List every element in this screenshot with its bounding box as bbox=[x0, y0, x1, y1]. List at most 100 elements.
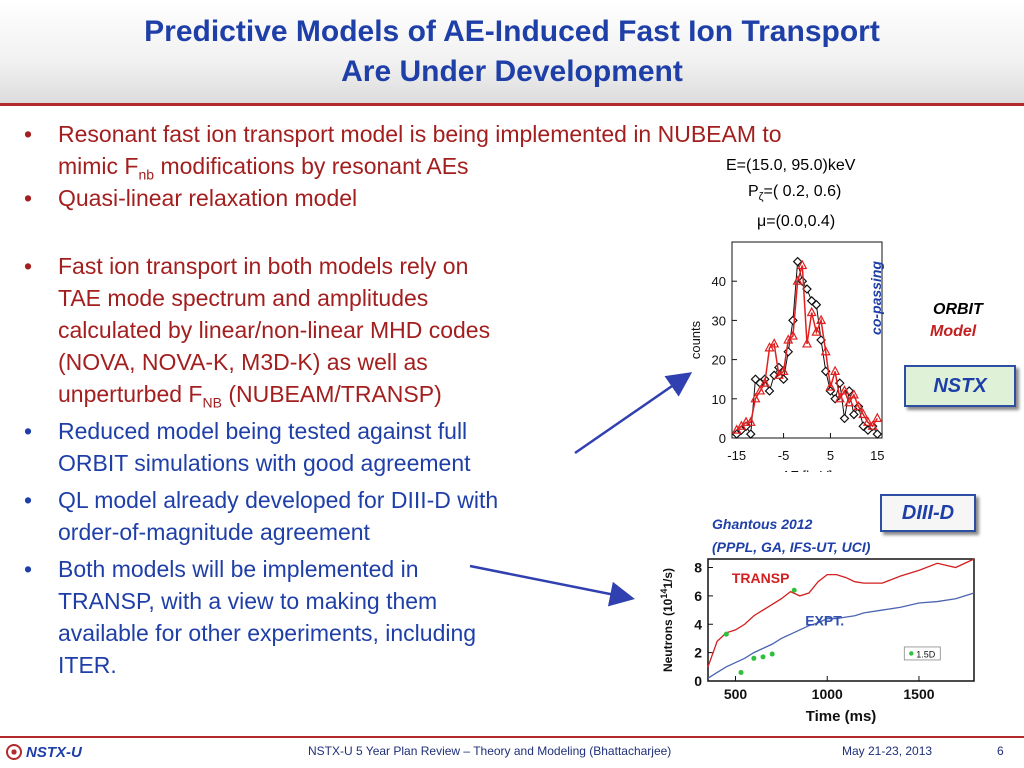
x-tick-label: 1500 bbox=[903, 686, 934, 702]
data-point-triangle bbox=[853, 400, 864, 411]
y-tick-label: 20 bbox=[712, 353, 726, 368]
data-point-1.5d bbox=[751, 655, 757, 661]
bullet-reduced-model: Reduced model being tested against full … bbox=[22, 415, 622, 479]
data-point-diamond bbox=[778, 374, 789, 385]
orbit-label: ORBIT bbox=[933, 301, 983, 318]
bullet-text: unperturbed F bbox=[58, 381, 203, 407]
mu-range-label: μ=(0.0,0.4) bbox=[757, 213, 836, 230]
energy-range-label: E=(15.0, 95.0)keV bbox=[726, 157, 856, 174]
legend-box bbox=[903, 646, 941, 661]
y-tick-label: 0 bbox=[719, 431, 726, 446]
data-point-triangle bbox=[745, 416, 756, 426]
data-point-diamond bbox=[792, 256, 803, 267]
logo-icon bbox=[6, 744, 22, 760]
bullet-text: Both models will be implemented in bbox=[58, 556, 419, 582]
main-bullet-list: Fast ion transport in both models rely o… bbox=[22, 250, 622, 681]
y-tick-label: 30 bbox=[712, 313, 726, 328]
logo-text: NSTX-U bbox=[26, 743, 82, 761]
footer-rule bbox=[0, 736, 1024, 738]
data-point-triangle bbox=[848, 389, 859, 399]
x-tick-label: 500 bbox=[724, 686, 748, 702]
data-point-triangle bbox=[867, 420, 878, 430]
p-symbol: P bbox=[748, 183, 759, 200]
footer-date: May 21-23, 2013 bbox=[842, 744, 933, 758]
y-axis-label: counts bbox=[688, 320, 703, 359]
nstx-histogram-chart: -15 -5 5 15 0 10 20 30 40 ΔE [keV] counts bbox=[688, 241, 885, 472]
y-tick-label: 0 bbox=[694, 673, 702, 689]
x-tick-label: 15 bbox=[870, 448, 884, 463]
data-point-diamond bbox=[811, 299, 822, 310]
bullet-text: TAE mode spectrum and amplitudes bbox=[58, 285, 429, 311]
x-axis-label: ΔE [keV] bbox=[782, 468, 833, 472]
bullet-text: modifications by resonant AEs bbox=[154, 153, 469, 179]
data-point-triangle bbox=[741, 416, 752, 426]
data-point-1.5d bbox=[769, 651, 775, 657]
footer-logo: NSTX-U bbox=[6, 742, 82, 762]
data-point-triangle bbox=[862, 416, 873, 426]
x-tick-label: -15 bbox=[727, 448, 746, 463]
data-point-triangle bbox=[834, 393, 845, 403]
model-label: Model bbox=[930, 323, 977, 340]
bullet-text: order-of-magnitude agreement bbox=[58, 519, 370, 545]
bullet-resonant-model: Resonant fast ion transport model is bei… bbox=[22, 118, 982, 182]
x-tick-label: 1000 bbox=[812, 686, 843, 702]
data-point-triangle bbox=[755, 385, 766, 395]
data-point-1.5d bbox=[791, 587, 797, 593]
bullet-ql-model: QL model already developed for DIII-D wi… bbox=[22, 484, 622, 548]
y-tick-label: 2 bbox=[694, 645, 702, 661]
bullet-text: calculated by linear/non-linear MHD code… bbox=[58, 317, 491, 343]
credit-institutions: (PPPL, GA, IFS-UT, UCI) bbox=[712, 539, 871, 555]
x-tick-label: -5 bbox=[778, 448, 790, 463]
data-point-triangle bbox=[769, 338, 780, 348]
bullet-text: Resonant fast ion transport model is bei… bbox=[58, 121, 782, 147]
co-passing-label-wrap: co-passing bbox=[866, 250, 886, 350]
data-point-1.5d bbox=[738, 669, 744, 675]
data-point-triangle bbox=[759, 377, 770, 387]
series-line bbox=[736, 265, 878, 431]
data-point-1.5d bbox=[760, 654, 766, 660]
y-tick-label: 6 bbox=[694, 588, 702, 604]
data-point-diamond bbox=[839, 413, 850, 424]
title-bar bbox=[0, 0, 1024, 106]
data-point-triangle bbox=[816, 314, 827, 324]
bullet-fast-ion-transport: Fast ion transport in both models rely o… bbox=[22, 250, 622, 410]
bullet-text: Fast ion transport in both models rely o… bbox=[58, 253, 469, 279]
p-range: =( 0.2, 0.6) bbox=[763, 183, 842, 200]
expt-label: EXPT. bbox=[805, 613, 844, 629]
data-point-triangle bbox=[750, 393, 761, 403]
plot-frame bbox=[707, 558, 975, 682]
footer-page-number: 6 bbox=[997, 744, 1004, 758]
x-axis-label: Time (ms) bbox=[806, 708, 877, 725]
bullet-text: QL model already developed for DIII-D wi… bbox=[58, 487, 499, 513]
data-point-triangle bbox=[830, 365, 841, 375]
series-line bbox=[707, 592, 975, 679]
bullet-text: ORBIT simulations with good agreement bbox=[58, 450, 471, 476]
bullet-quasi-linear: Quasi-linear relaxation model bbox=[22, 182, 982, 214]
bullet-both-models: Both models will be implemented in TRANS… bbox=[22, 553, 622, 681]
data-point-diamond bbox=[849, 409, 859, 420]
credit-author: Ghantous 2012 bbox=[712, 516, 813, 532]
data-point-triangle bbox=[778, 365, 789, 375]
legend-label: 1.5D bbox=[916, 649, 936, 659]
bullet-text: (NUBEAM/TRANSP) bbox=[221, 381, 442, 407]
zeta-subscript: ζ bbox=[758, 191, 764, 204]
data-point-triangle bbox=[844, 396, 855, 407]
data-point-diamond bbox=[788, 315, 798, 326]
p-zeta-label: Pζ=( 0.2, 0.6) bbox=[748, 183, 842, 204]
data-point-triangle bbox=[820, 345, 831, 356]
data-point-diamond bbox=[764, 386, 775, 396]
series-line bbox=[707, 558, 975, 668]
bullet-text: available for other experiments, includi… bbox=[58, 620, 477, 646]
x-tick-label: 5 bbox=[827, 448, 834, 463]
subscript: NB bbox=[202, 394, 222, 411]
bullet-text: (NOVA, NOVA-K, M3D-K) as well as bbox=[58, 349, 428, 375]
bullet-text: Reduced model being tested against full bbox=[58, 418, 468, 444]
bullet-text: TRANSP, with a view to making them bbox=[58, 588, 438, 614]
data-point-triangle bbox=[787, 330, 798, 340]
data-point-diamond bbox=[745, 429, 756, 439]
data-point-triangle bbox=[872, 412, 883, 422]
data-point-1.5d bbox=[723, 631, 729, 637]
data-point-diamond bbox=[872, 429, 883, 439]
y-tick-label: 10 bbox=[712, 392, 726, 407]
legend-marker bbox=[909, 651, 914, 656]
